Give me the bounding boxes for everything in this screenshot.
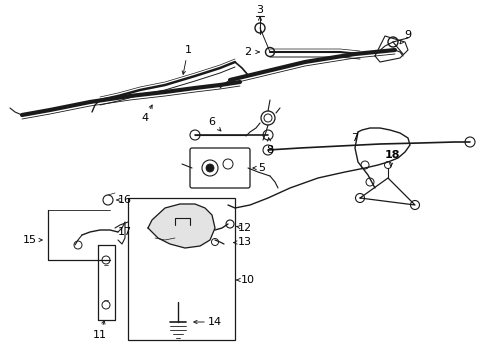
Text: 16: 16 <box>118 195 132 205</box>
Text: 8: 8 <box>267 145 273 155</box>
Text: 13: 13 <box>238 237 252 247</box>
Text: 12: 12 <box>238 223 252 233</box>
Circle shape <box>206 164 214 172</box>
Text: 7: 7 <box>351 133 359 143</box>
FancyBboxPatch shape <box>190 148 250 188</box>
Text: 2: 2 <box>245 47 251 57</box>
Text: 14: 14 <box>208 317 222 327</box>
Text: 11: 11 <box>93 330 107 340</box>
Text: 1: 1 <box>185 45 192 55</box>
Text: 17: 17 <box>118 227 132 237</box>
Bar <box>128 198 235 340</box>
Text: 18: 18 <box>384 150 400 160</box>
Text: 3: 3 <box>256 5 264 15</box>
Text: 6: 6 <box>209 117 216 127</box>
Text: 15: 15 <box>23 235 37 245</box>
Polygon shape <box>148 204 215 248</box>
Text: 4: 4 <box>142 113 148 123</box>
Text: 10: 10 <box>241 275 255 285</box>
Text: 5: 5 <box>259 163 266 173</box>
Text: 9: 9 <box>404 30 412 40</box>
